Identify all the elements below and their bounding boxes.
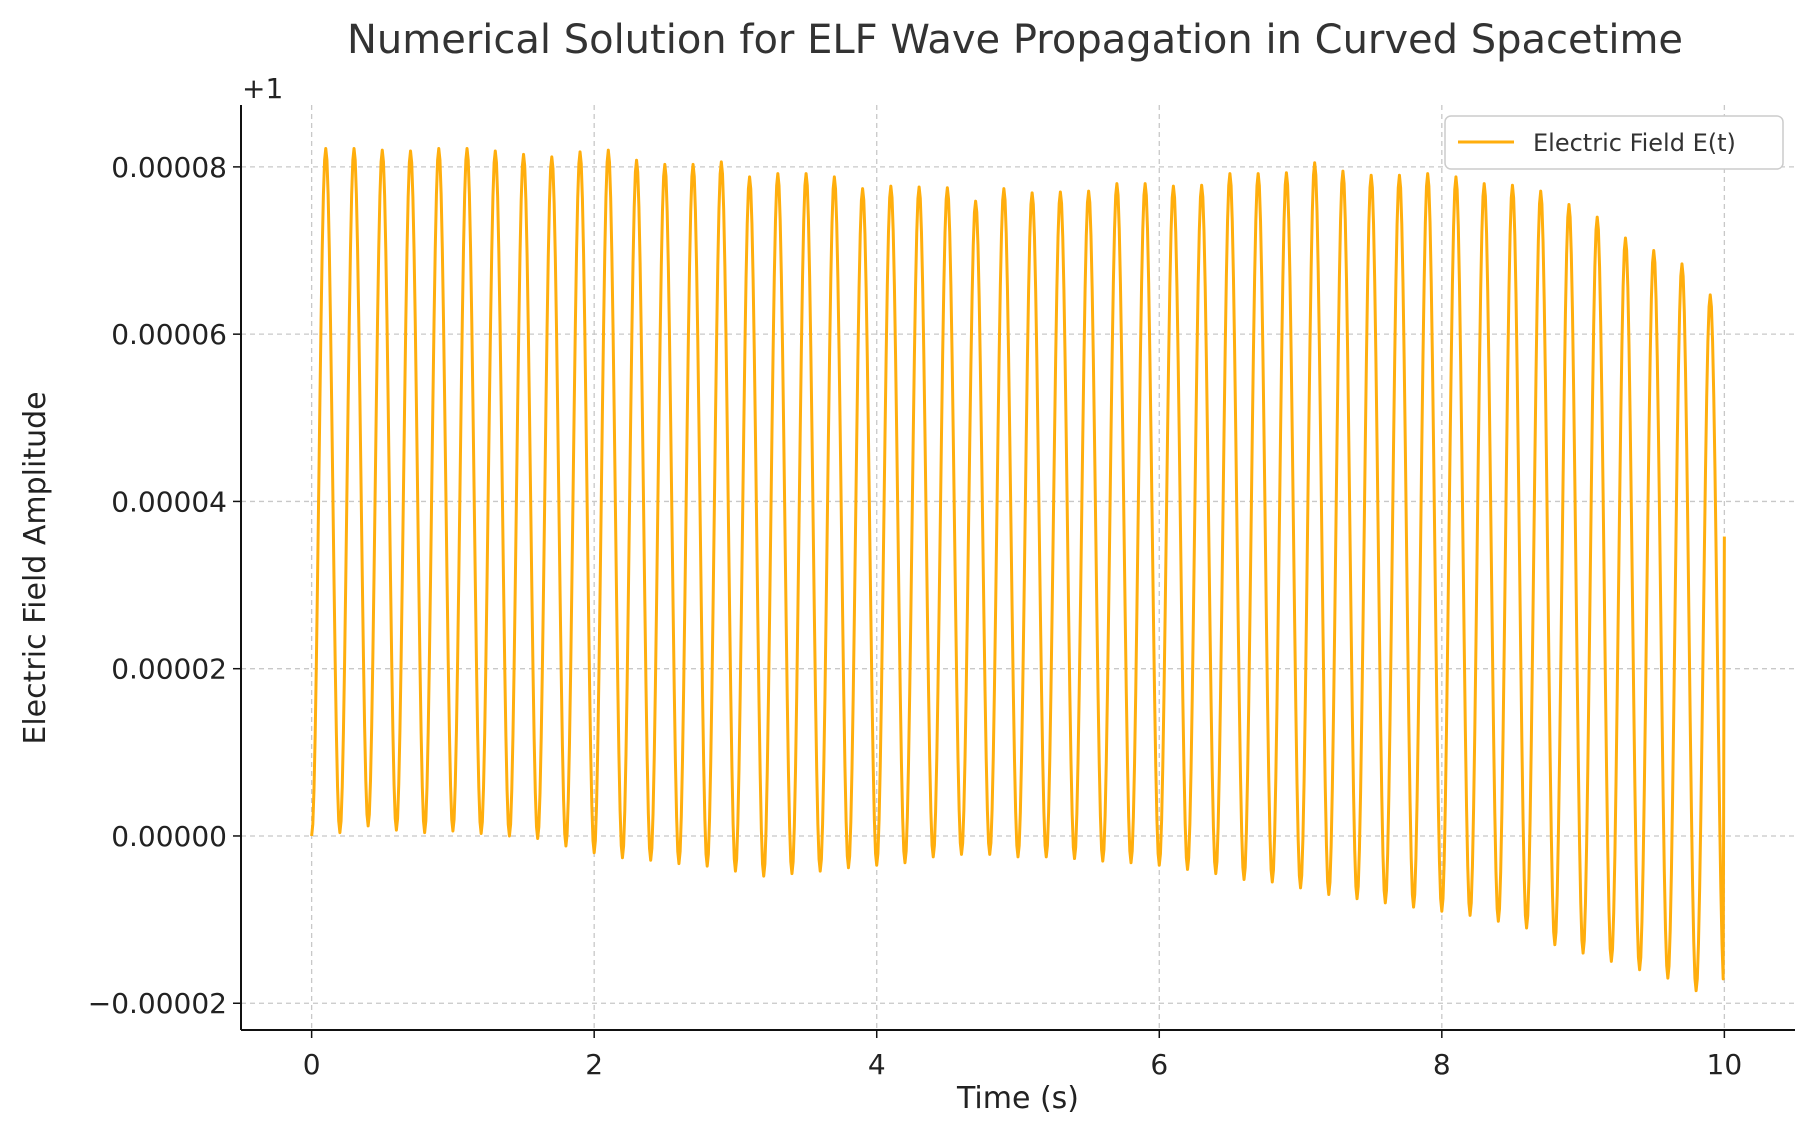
series-group (310, 146, 1726, 993)
x-ticks: 0 2 4 6 8 10 (303, 1030, 1742, 1081)
x-tick-label: 4 (868, 1048, 886, 1081)
chart-title: Numerical Solution for ELF Wave Propagat… (347, 17, 1683, 63)
x-axis-label: Time (s) (956, 1081, 1079, 1116)
y-tick-label: 0.00006 (111, 318, 227, 351)
y-tick-label: 0.00002 (111, 653, 227, 686)
x-tick-label: 8 (1433, 1048, 1451, 1081)
y-axis-label: Electric Field Amplitude (18, 391, 53, 744)
x-tick-label: 6 (1150, 1048, 1168, 1081)
y-tick-label: 0.00004 (111, 485, 227, 518)
legend: Electric Field E(t) (1444, 115, 1784, 170)
y-offset-label: +1 (242, 72, 283, 105)
grid (241, 105, 1795, 1030)
x-tick-label: 0 (303, 1048, 321, 1081)
legend-box (1444, 115, 1784, 170)
axes (240, 105, 1795, 1031)
x-tick-label: 10 (1707, 1048, 1743, 1081)
y-tick-label: −0.00002 (88, 987, 227, 1020)
y-tick-label: 0.00008 (111, 151, 227, 184)
x-tick-label: 2 (585, 1048, 603, 1081)
y-tick-label: 0.00000 (111, 820, 227, 853)
legend-label: Electric Field E(t) (1533, 129, 1736, 157)
series-line (310, 146, 1726, 993)
y-ticks: −0.00002 0.00000 0.00002 0.00004 0.00006 0.00… (88, 151, 241, 1020)
